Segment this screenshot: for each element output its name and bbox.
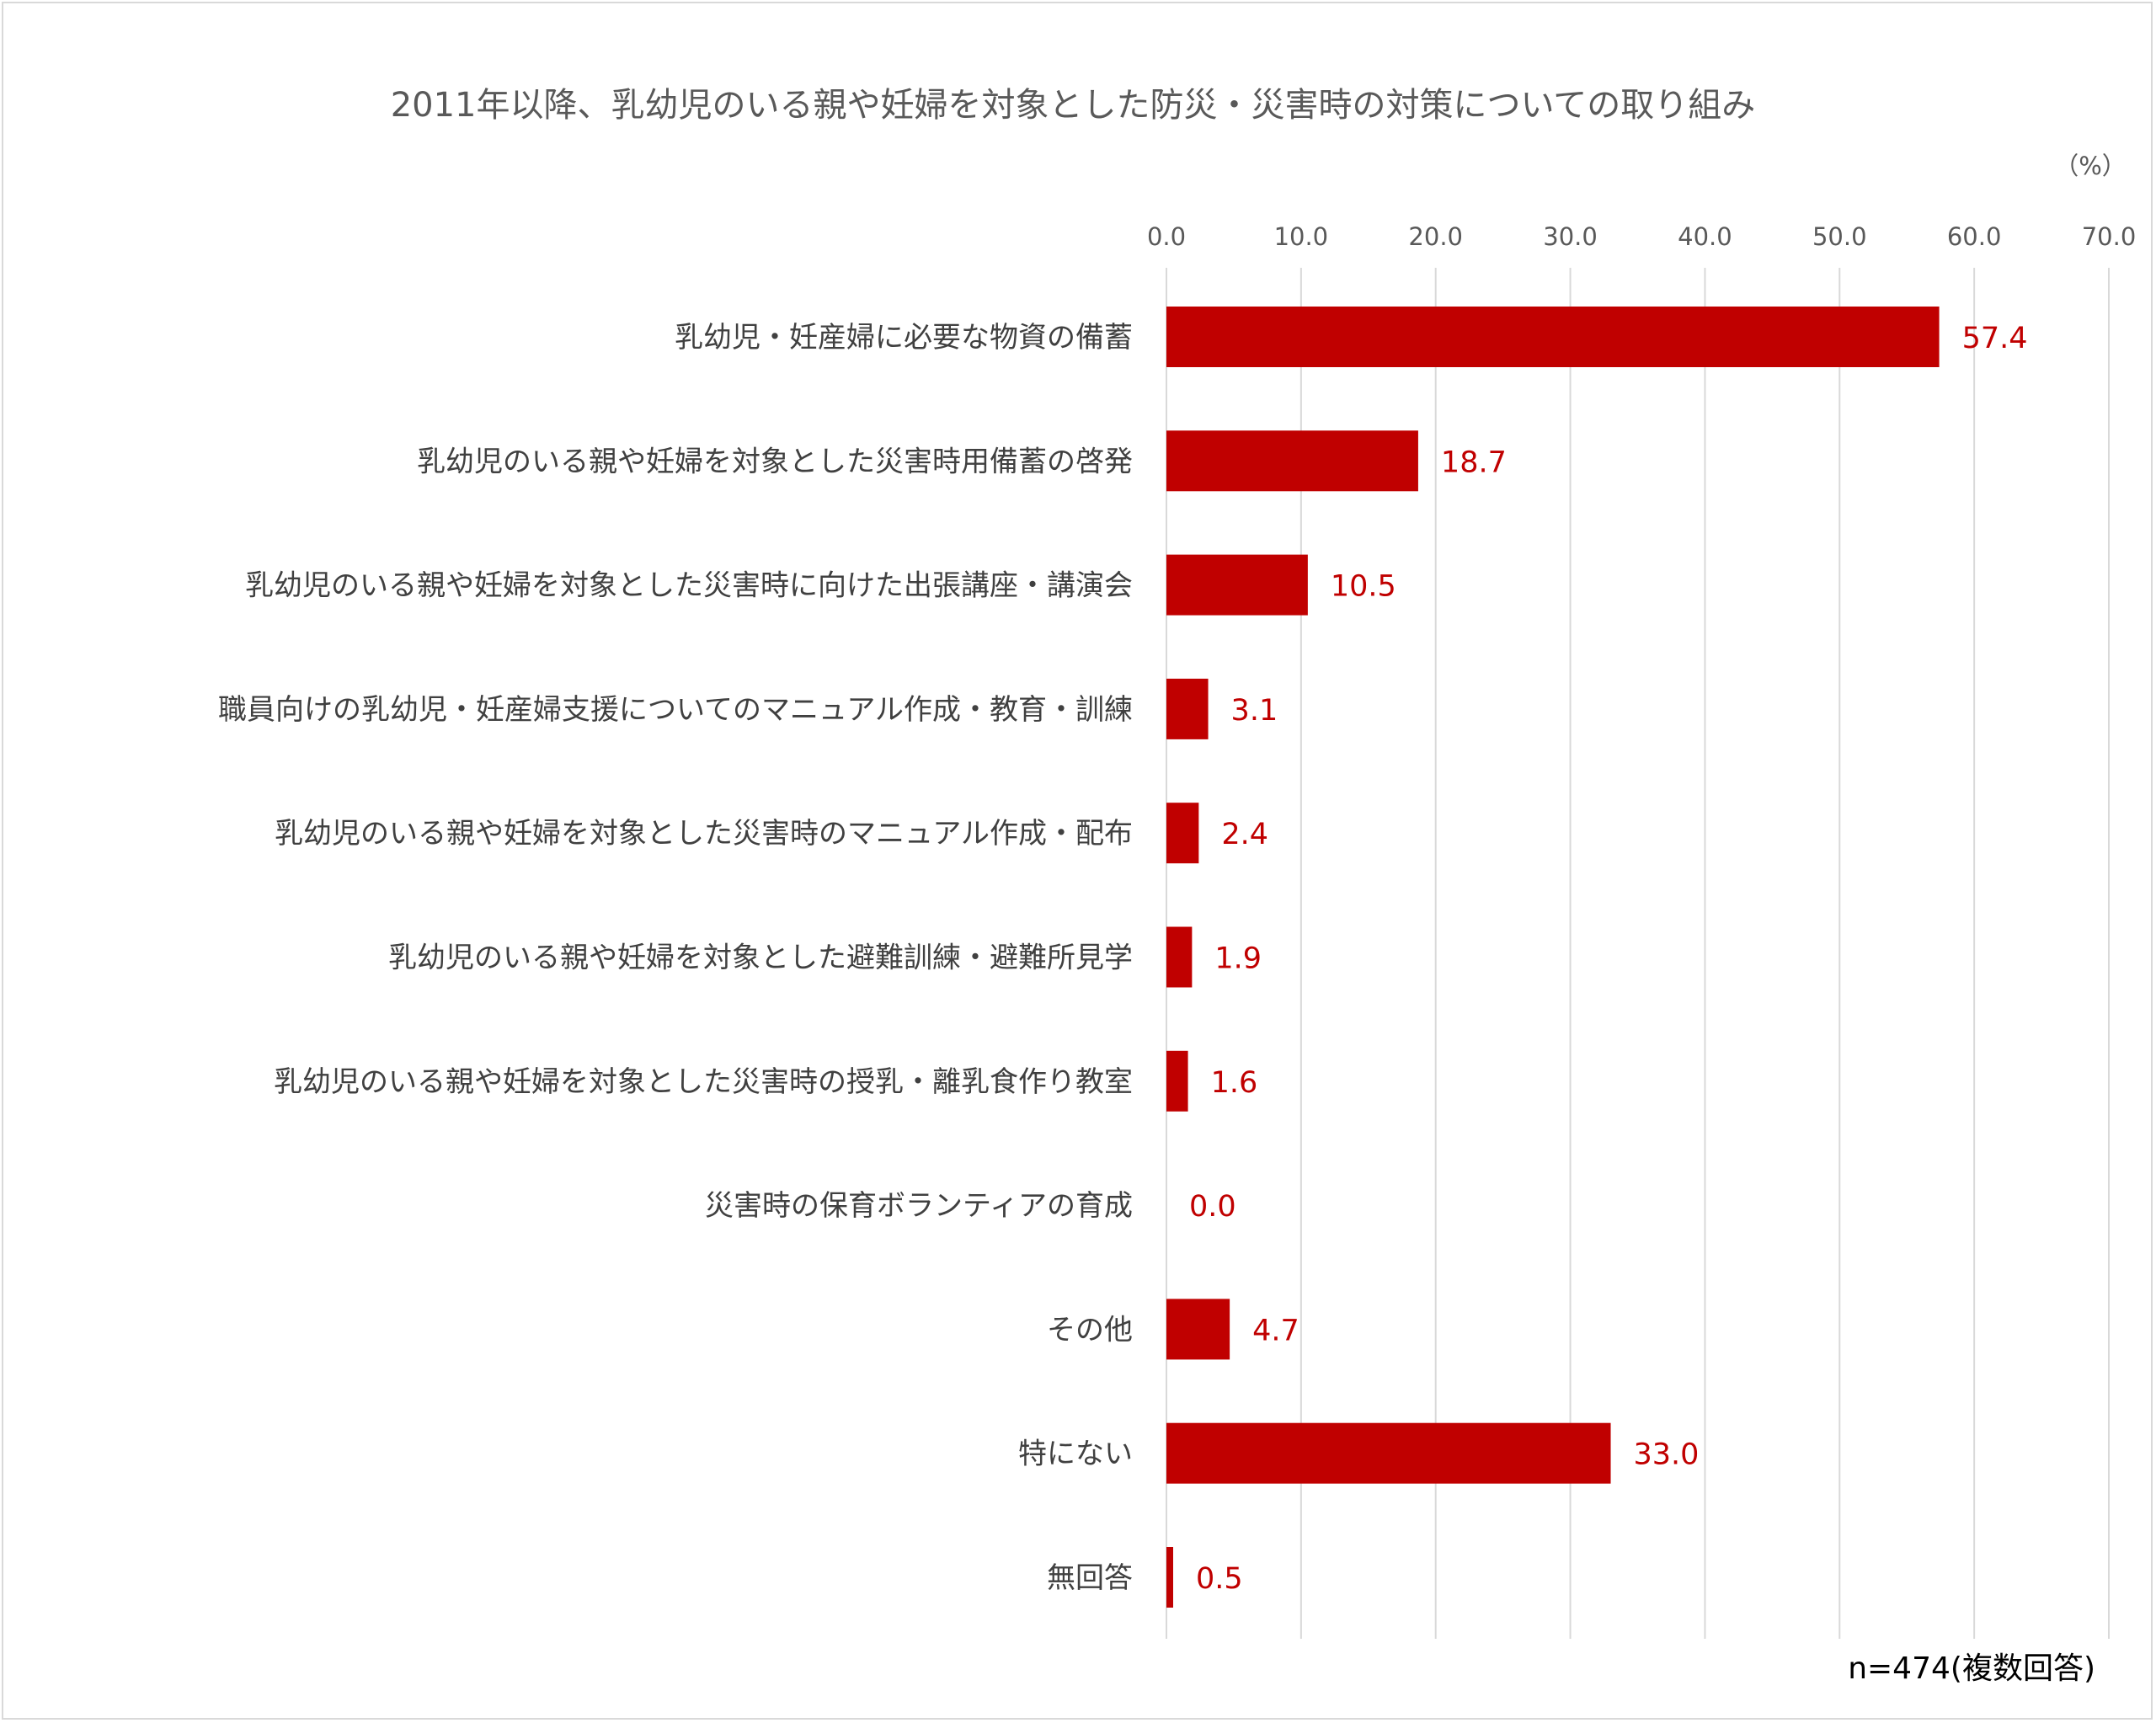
category-label: 乳幼児のいる親や妊婦を対象とした避難訓練・避難所見学 [388,942,1133,975]
bar [1166,803,1199,864]
x-tick-label: 50.0 [1812,222,1867,251]
category-label: その他 [1047,1313,1133,1347]
data-label: 1.9 [1214,942,1262,976]
data-label: 33.0 [1634,1438,1700,1472]
sample-note: n=474(複数回答) [1848,1651,2095,1686]
bar [1166,926,1193,988]
category-labels: 乳幼児・妊産婦に必要な物資の備蓄乳幼児のいる親や妊婦を対象とした災害時用備蓄の啓… [218,321,1133,1595]
bar [1166,307,1940,367]
category-label: 乳幼児のいる親や妊婦を対象とした災害時用備蓄の啓発 [417,445,1133,478]
x-tick-label: 20.0 [1408,222,1463,251]
data-label: 10.5 [1331,570,1396,604]
x-tick-label: 70.0 [2082,222,2137,251]
x-tick-label: 0.0 [1147,222,1186,251]
category-label: 乳幼児のいる親や妊婦を対象とした災害時に向けた出張講座・講演会 [245,569,1133,603]
category-label: 職員向けの乳幼児・妊産婦支援についてのマニュアル作成・教育・訓練 [218,693,1133,727]
category-label: 乳幼児のいる親や妊婦を対象とした災害時のマニュアル作成・配布 [275,817,1133,851]
bar [1166,430,1418,492]
x-tick-label: 10.0 [1274,222,1329,251]
chart-title: 2011年以降、乳幼児のいる親や妊婦を対象とした防災・災害時の対策についての取り… [391,86,1756,125]
data-label: 0.5 [1196,1562,1243,1596]
data-label: 3.1 [1231,694,1278,728]
x-tick-label: 40.0 [1678,222,1732,251]
x-tick-label: 60.0 [1947,222,2002,251]
bar [1166,1050,1188,1112]
bar [1166,1547,1173,1608]
data-label: 4.7 [1252,1314,1299,1347]
data-label: 57.4 [1962,322,2028,355]
category-label: 乳幼児・妊産婦に必要な物資の備蓄 [675,321,1133,355]
category-label: 無回答 [1047,1561,1133,1595]
bar-chart: 2011年以降、乳幼児のいる親や妊婦を対象とした防災・災害時の対策についての取り… [218,86,2136,1686]
bar [1166,678,1209,739]
category-label: 特にない [1018,1438,1133,1471]
data-label: 18.7 [1441,445,1507,479]
data-label: 0.0 [1189,1190,1236,1224]
category-label: 災害時の保育ボランティアの育成 [705,1189,1133,1223]
x-axis-ticks: 0.0 10.0 20.0 30.0 40.0 50.0 60.0 70.0 [1147,222,2136,251]
bar [1166,1299,1230,1360]
x-tick-label: 30.0 [1543,222,1598,251]
value-labels: 57.4 18.7 10.5 3.1 2.4 1.9 1.6 0.0 4.7 33.0 0.5 [1189,322,2028,1596]
bar [1166,1422,1611,1484]
data-label: 2.4 [1221,818,1268,851]
gridlines [1166,268,2110,1639]
bars [1166,307,1940,1608]
category-label: 乳幼児のいる親や妊婦を対象とした災害時の授乳・離乳食作り教室 [274,1065,1133,1099]
unit-label: （%） [2054,152,2127,180]
data-label: 1.6 [1211,1066,1258,1100]
bar [1166,554,1308,616]
